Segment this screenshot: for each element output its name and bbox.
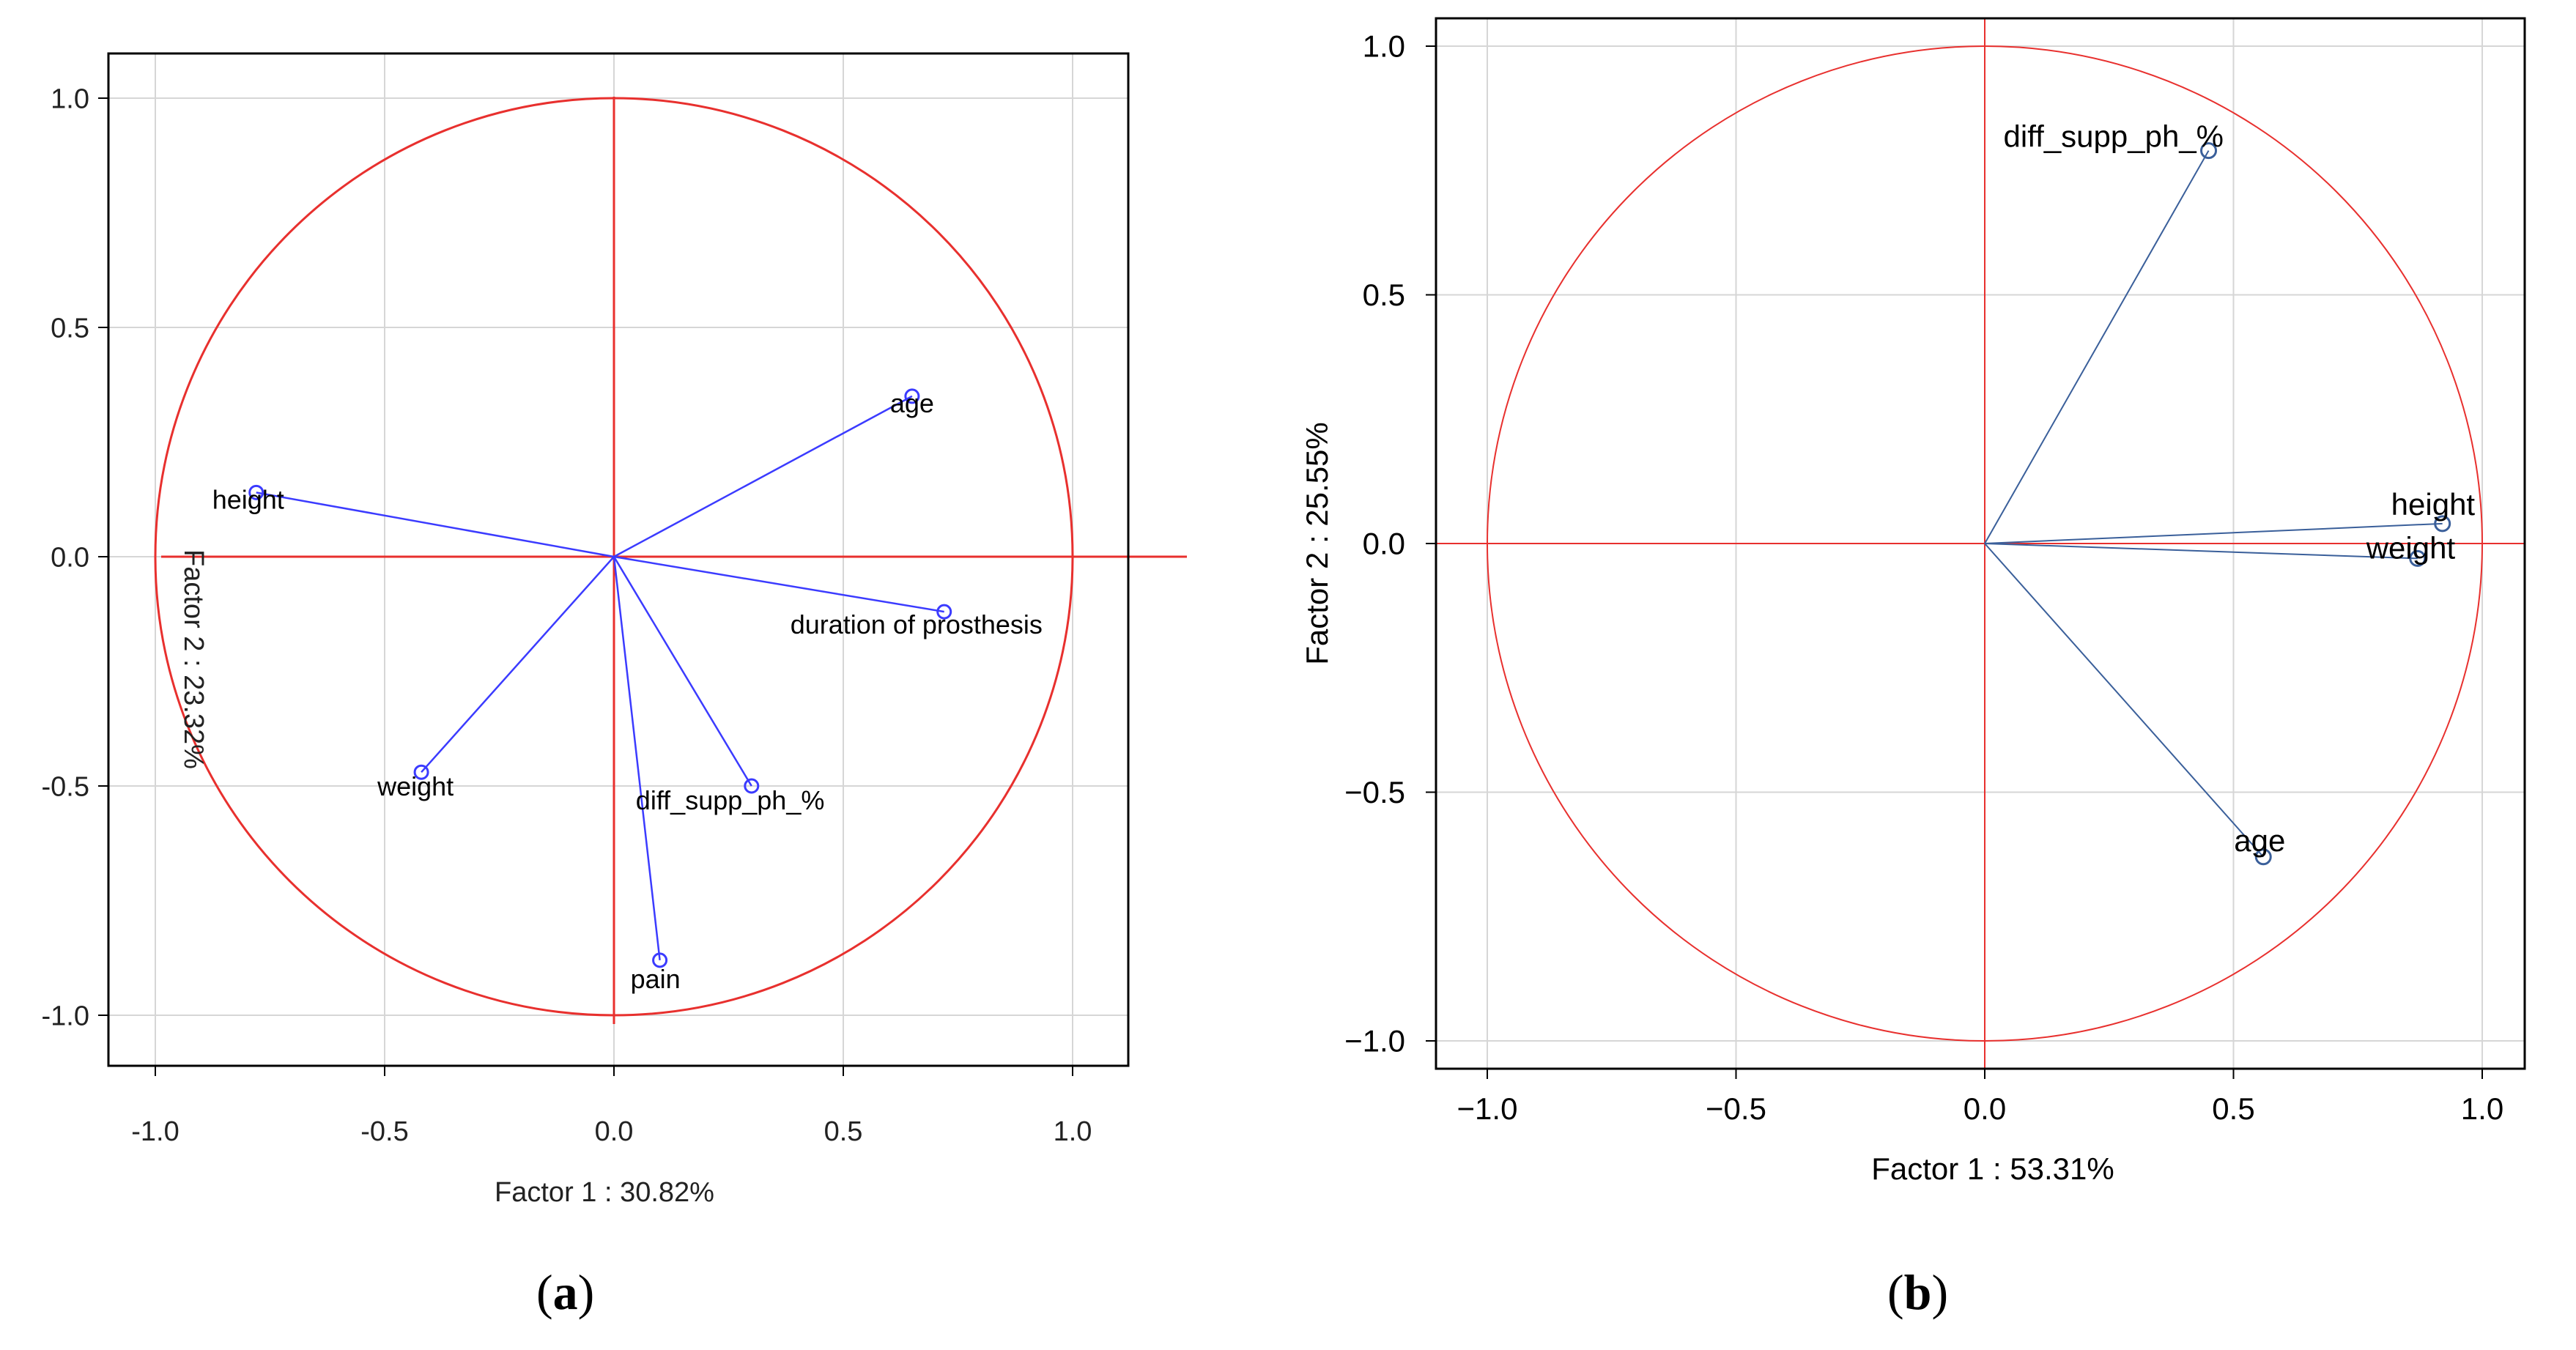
chart-a: age height duration of prosthesis weight dif… bbox=[42, 52, 1187, 1208]
vectors-a bbox=[256, 395, 944, 961]
vector-height bbox=[1984, 522, 2443, 544]
vector-weight bbox=[1984, 543, 2418, 560]
panel-label-b: (b) bbox=[1887, 1264, 1949, 1320]
point-label-age: age bbox=[2234, 823, 2285, 858]
y-tick-label: 1.0 bbox=[1363, 29, 1405, 64]
y-tick-label: −1.0 bbox=[1344, 1024, 1405, 1058]
point-height bbox=[2434, 515, 2451, 533]
y-tick-label: −0.5 bbox=[1344, 775, 1405, 809]
point-pain bbox=[652, 952, 668, 968]
labels-b: diff_supp_ph_%height weight age bbox=[2004, 119, 2476, 858]
point-age bbox=[2254, 848, 2272, 866]
y-axis-label-a: Factor 2 : 23.32% bbox=[178, 549, 209, 769]
point-weight bbox=[413, 764, 429, 780]
x-axis-label-a: Factor 1 : 30.82% bbox=[495, 1177, 714, 1208]
x-axis-label-b: Factor 1 : 53.31% bbox=[1871, 1151, 2114, 1186]
point-age bbox=[904, 388, 920, 404]
axis-lines-b bbox=[1436, 18, 2525, 1069]
y-tick-label: 1.0 bbox=[51, 84, 89, 114]
vector-diff-supp-ph bbox=[612, 556, 752, 787]
points-a bbox=[248, 388, 952, 968]
panel-label-a: (a) bbox=[536, 1264, 595, 1320]
x-tick-label: 0.0 bbox=[595, 1116, 634, 1147]
point-weight bbox=[2409, 549, 2427, 567]
point-label-diff-supp-ph: diff_supp_ph_% bbox=[636, 785, 825, 815]
x-ticks-a: -1.0 -0.5 0.0 0.5 1.0 bbox=[131, 1066, 1092, 1147]
point-duration-of-prosthesis bbox=[936, 604, 952, 620]
y-axis-label-b: Factor 2 : 25.55% bbox=[1300, 422, 1334, 665]
x-tick-label: −1.0 bbox=[1457, 1091, 1518, 1126]
x-tick-label: −0.5 bbox=[1706, 1091, 1766, 1126]
x-tick-label: 0.5 bbox=[824, 1116, 863, 1147]
point-height bbox=[248, 484, 264, 500]
vectors-b bbox=[1984, 150, 2443, 858]
x-tick-label: 0.5 bbox=[2212, 1091, 2254, 1126]
y-tick-label: 0.0 bbox=[51, 542, 89, 573]
point-diff-supp-ph bbox=[2200, 142, 2218, 160]
x-tick-label: 1.0 bbox=[2461, 1091, 2503, 1126]
point-diff-supp-ph bbox=[744, 778, 760, 794]
y-tick-label: -1.0 bbox=[42, 1001, 89, 1031]
x-tick-label: 0.0 bbox=[1964, 1091, 2006, 1126]
y-tick-label: 0.5 bbox=[51, 313, 89, 344]
axis-lines-a bbox=[161, 97, 1187, 1024]
point-label-pain: pain bbox=[631, 964, 681, 994]
x-ticks-b: −1.0 −0.5 0.0 0.5 1.0 bbox=[1457, 1069, 2503, 1126]
unit-circle-b bbox=[1487, 45, 2483, 1042]
point-label-height: height bbox=[212, 484, 284, 514]
vector-age bbox=[1984, 543, 2264, 858]
plot-frame-a bbox=[107, 52, 1130, 1067]
y-tick-label: 0.0 bbox=[1363, 527, 1405, 561]
labels-a: age height duration of prosthesis weight dif… bbox=[212, 388, 1043, 994]
vector-height bbox=[256, 492, 615, 558]
points-b bbox=[2200, 142, 2451, 866]
point-label-weight: weight bbox=[2366, 530, 2456, 565]
y-tick-label: -0.5 bbox=[42, 771, 89, 802]
grid-a bbox=[108, 53, 1128, 1066]
y-ticks-a: 1.0 0.5 0.0 -0.5 -1.0 bbox=[42, 84, 108, 1031]
unit-circle-a bbox=[154, 97, 1074, 1017]
x-tick-label: 1.0 bbox=[1054, 1116, 1092, 1147]
point-label-age: age bbox=[890, 388, 934, 418]
vector-age bbox=[613, 395, 913, 558]
vector-weight bbox=[421, 556, 615, 774]
x-tick-label: -1.0 bbox=[131, 1116, 179, 1147]
y-ticks-b: 1.0 0.5 0.0 −0.5 −1.0 bbox=[1344, 29, 1436, 1058]
point-label-duration-of-prosthesis: duration of prosthesis bbox=[791, 609, 1043, 639]
vector-pain bbox=[612, 556, 661, 961]
chart-b: diff_supp_ph_%height weight age −1.0 −0.5 0.… bbox=[1300, 17, 2526, 1186]
point-label-height: height bbox=[2391, 487, 2476, 522]
y-tick-label: 0.5 bbox=[1363, 278, 1405, 312]
point-label-diff-supp-ph: diff_supp_ph_% bbox=[2004, 119, 2224, 154]
point-label-weight: weight bbox=[377, 771, 454, 801]
x-tick-label: -0.5 bbox=[360, 1116, 408, 1147]
vector-diff-supp-ph bbox=[1984, 150, 2210, 544]
vector-duration-of-prosthesis bbox=[613, 555, 944, 613]
